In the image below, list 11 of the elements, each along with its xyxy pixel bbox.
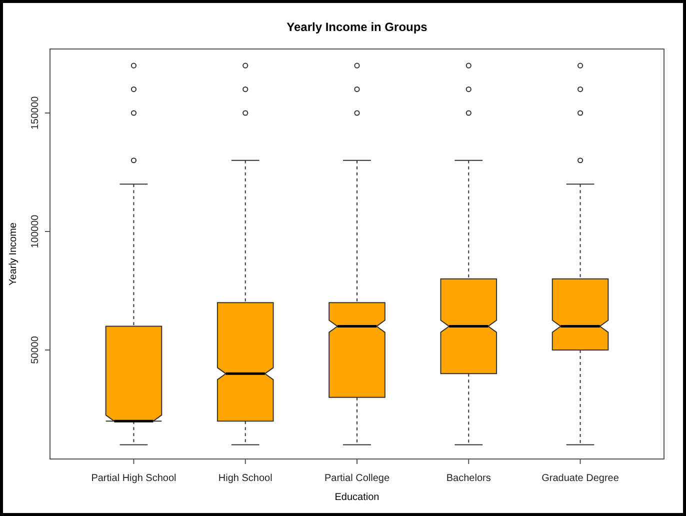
chart-title: Yearly Income in Groups <box>286 20 428 34</box>
x-tick-label: Partial High School <box>91 473 176 484</box>
y-tick-label: 50000 <box>30 336 41 364</box>
y-tick-label: 100000 <box>30 214 41 248</box>
y-tick-label: 150000 <box>30 96 41 130</box>
x-tick-label: Bachelors <box>446 473 491 484</box>
x-tick-label: Graduate Degree <box>542 473 620 484</box>
x-tick-label: High School <box>218 473 272 484</box>
x-tick-label: Partial College <box>324 473 390 484</box>
x-axis-title: Education <box>334 492 380 503</box>
y-axis-title: Yearly Income <box>8 222 19 286</box>
